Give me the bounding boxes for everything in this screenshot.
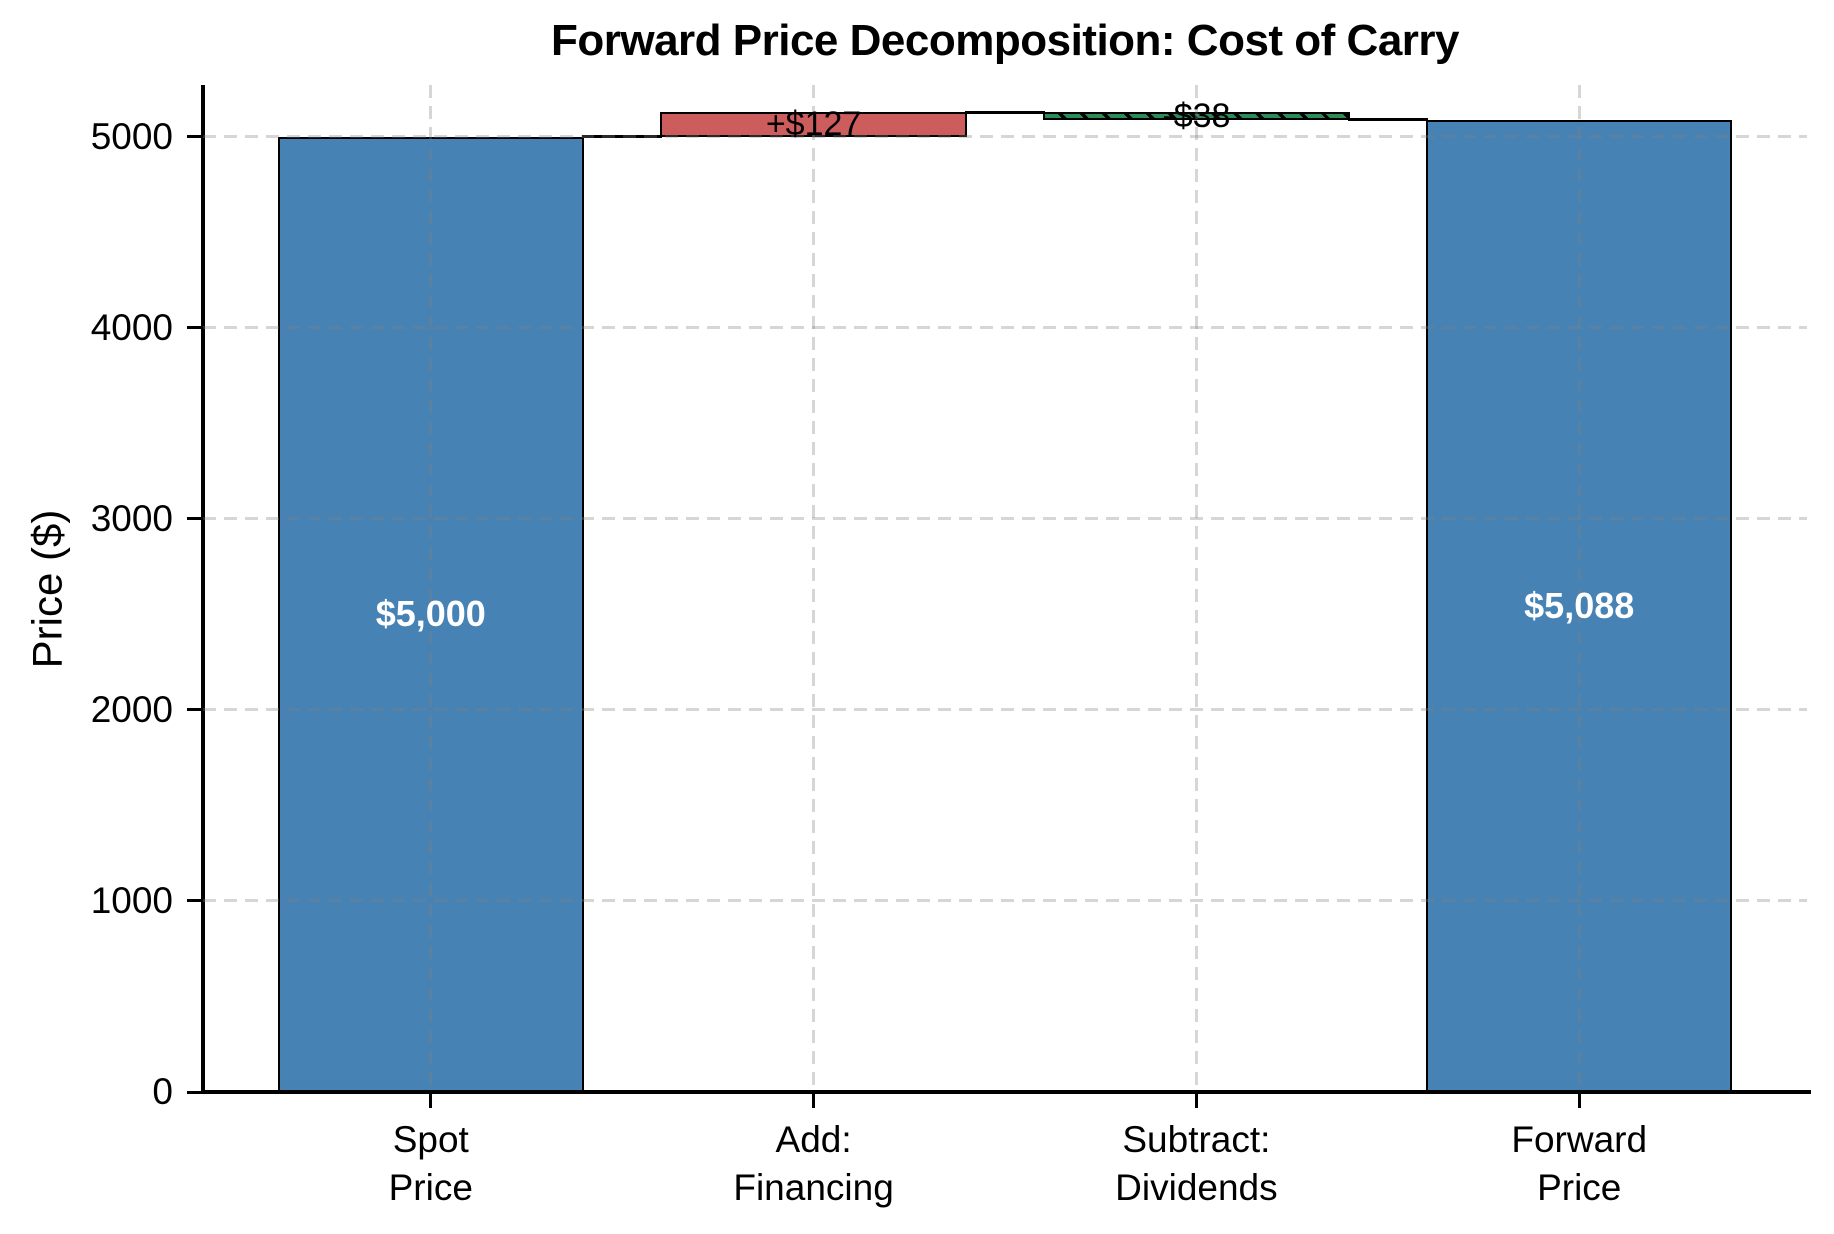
x-tick-2 <box>1194 1093 1198 1108</box>
value-label-add-financing: +$127 <box>765 105 862 144</box>
bar-add-financing <box>660 112 967 137</box>
connector-line-1-2 <box>964 110 1046 114</box>
connector-line-2-3 <box>1347 118 1429 122</box>
y-tick-0 <box>187 1090 201 1094</box>
grid-line-x-3 <box>1577 85 1581 1092</box>
connector-line-0-1 <box>581 135 663 139</box>
y-tick-1000 <box>187 899 201 903</box>
y-tick-label-0: 0 <box>152 1071 173 1112</box>
y-axis-spine <box>201 85 205 1094</box>
chart-title: Forward Price Decomposition: Cost of Car… <box>550 16 1460 65</box>
y-tick-2000 <box>187 708 201 712</box>
y-tick-5000 <box>187 135 201 139</box>
grid-line-y-2000 <box>203 708 1807 712</box>
bar-spot-price <box>277 136 584 1092</box>
x-tick-3 <box>1577 1093 1581 1108</box>
grid-line-x-2 <box>1194 85 1198 1092</box>
x-tick-label-forward-price: Forward Price <box>1511 1119 1648 1208</box>
x-tick-label-subtract-dividends: Subtract: Dividends <box>1115 1119 1278 1208</box>
y-tick-label-2000: 2000 <box>90 688 173 730</box>
x-tick-label-add-financing: Add: Financing <box>733 1119 894 1208</box>
grid-line-x-1 <box>812 85 816 1092</box>
value-label-forward-price: $5,088 <box>1524 584 1635 626</box>
value-label-subtract-dividends: -$38 <box>1162 96 1231 135</box>
grid-line-y-3000 <box>203 517 1807 521</box>
grid-line-x-0 <box>429 85 433 1092</box>
x-axis-spine <box>201 1090 1811 1094</box>
y-tick-4000 <box>187 326 201 330</box>
value-label-spot-price: $5,000 <box>375 593 486 635</box>
bar-subtract-dividends <box>1043 112 1350 120</box>
x-tick-label-spot-price: Spot Price <box>388 1119 473 1208</box>
y-tick-label-4000: 4000 <box>90 306 173 348</box>
y-tick-3000 <box>187 517 201 521</box>
grid-line-y-1000 <box>203 899 1807 903</box>
bar-forward-price <box>1426 119 1733 1092</box>
x-tick-0 <box>429 1093 433 1108</box>
y-tick-label-3000: 3000 <box>90 497 173 539</box>
y-tick-label-5000: 5000 <box>90 115 173 157</box>
x-tick-1 <box>812 1093 816 1108</box>
grid-line-y-4000 <box>203 326 1807 330</box>
y-tick-label-1000: 1000 <box>90 879 173 921</box>
grid-line-y-5000 <box>203 135 1807 139</box>
